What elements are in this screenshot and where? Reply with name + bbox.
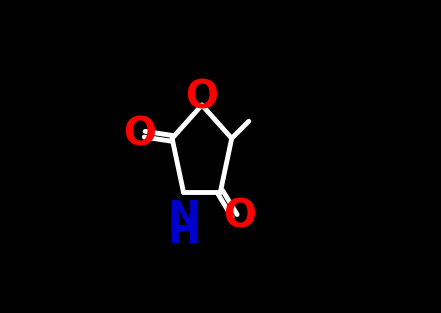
Text: H: H	[167, 213, 200, 251]
Text: O: O	[185, 79, 218, 117]
Text: O: O	[223, 197, 256, 235]
Text: O: O	[123, 115, 157, 153]
Text: N: N	[167, 199, 200, 238]
